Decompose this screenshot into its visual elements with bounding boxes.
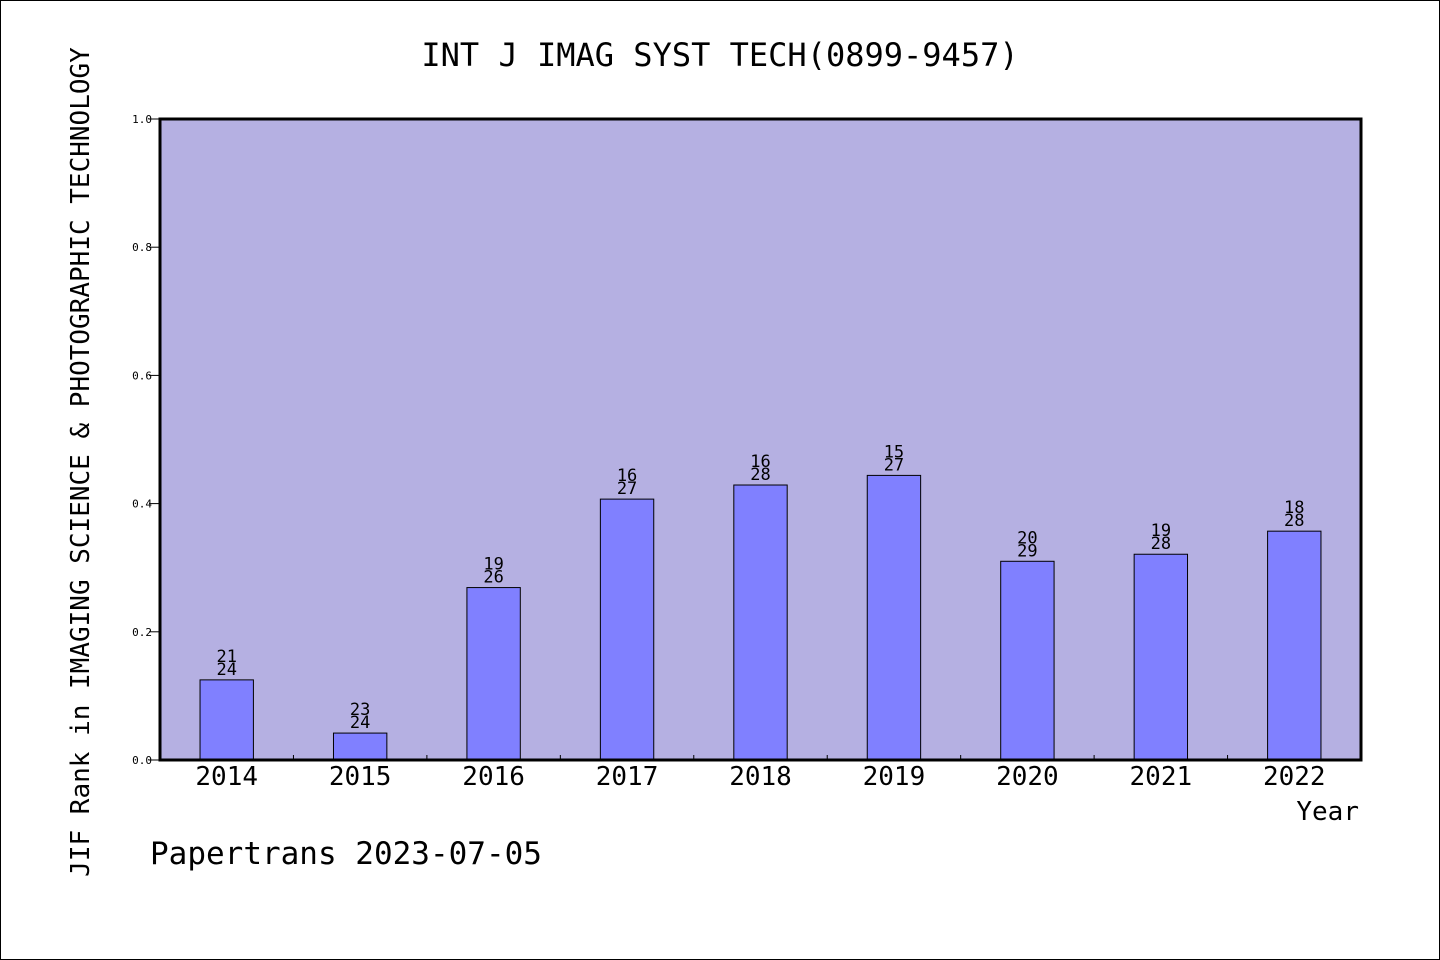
- y-tick-label: 0.4: [132, 498, 152, 511]
- bar-2022: [1267, 530, 1322, 761]
- bar-total-label: 27: [617, 479, 637, 499]
- y-tick-label: 1.0: [132, 113, 152, 126]
- bar-total-label: 26: [483, 568, 503, 588]
- y-axis-label: JIF Rank in IMAGING SCIENCE & PHOTOGRAPH…: [66, 47, 96, 877]
- bar-rank-label: 16: [617, 466, 637, 486]
- x-tick-label: 2016: [462, 762, 525, 792]
- chart-title: INT J IMAG SYST TECH(0899-9457): [421, 36, 1018, 74]
- bar-total-label: 24: [216, 660, 236, 680]
- y-tick-label: 0.0: [132, 754, 152, 767]
- bar-rank-label: 23: [350, 700, 370, 720]
- x-axis-label: Year: [1296, 797, 1359, 827]
- bar-total-label: 28: [1284, 511, 1304, 531]
- x-tick-label: 2019: [863, 762, 926, 792]
- bar-total-label: 28: [1151, 534, 1171, 554]
- bar-rank-label: 16: [750, 452, 770, 472]
- bar-total-label: 29: [1017, 541, 1037, 561]
- bar-rank-label: 19: [1151, 521, 1171, 541]
- y-axis: 0.0 0.2 0.4 0.6 0.8 1.0: [132, 113, 160, 767]
- plot-border: [158, 117, 1363, 762]
- bar-2021: [1133, 553, 1189, 761]
- bar-rank-label: 15: [884, 442, 904, 462]
- x-axis: 2014 2015 2016 2017 2018 2019 2020 2021 2022: [195, 755, 1326, 792]
- bar-rank-label: 18: [1284, 498, 1304, 518]
- y-tick-label: 0.8: [132, 241, 152, 254]
- bar-2015: [332, 732, 388, 761]
- bar-total-label: 27: [884, 455, 904, 475]
- bar-total-label: 24: [350, 713, 370, 733]
- footer-text: Papertrans 2023-07-05: [150, 836, 542, 872]
- bar-2016: [466, 587, 521, 761]
- bar-rank-label: 19: [483, 555, 503, 575]
- bar-2020: [1000, 560, 1055, 761]
- x-tick-label: 2020: [996, 762, 1059, 792]
- bar-2019: [866, 474, 922, 761]
- x-tick-label: 2015: [329, 762, 392, 792]
- x-tick-label: 2014: [195, 762, 258, 792]
- bar-2017: [599, 498, 655, 761]
- y-tick-label: 0.6: [132, 369, 152, 382]
- bars-group: [199, 474, 1322, 761]
- bar-2014: [199, 679, 254, 761]
- bar-rank-label: 20: [1017, 528, 1037, 548]
- bar-rank-label: 21: [216, 647, 236, 667]
- x-tick-label: 2018: [729, 762, 792, 792]
- bar-total-label: 28: [750, 465, 770, 485]
- x-tick-label: 2022: [1263, 762, 1326, 792]
- y-tick-label: 0.2: [132, 626, 152, 639]
- x-tick-label: 2021: [1130, 762, 1193, 792]
- x-tick-label: 2017: [596, 762, 659, 792]
- bar-2018: [733, 484, 788, 761]
